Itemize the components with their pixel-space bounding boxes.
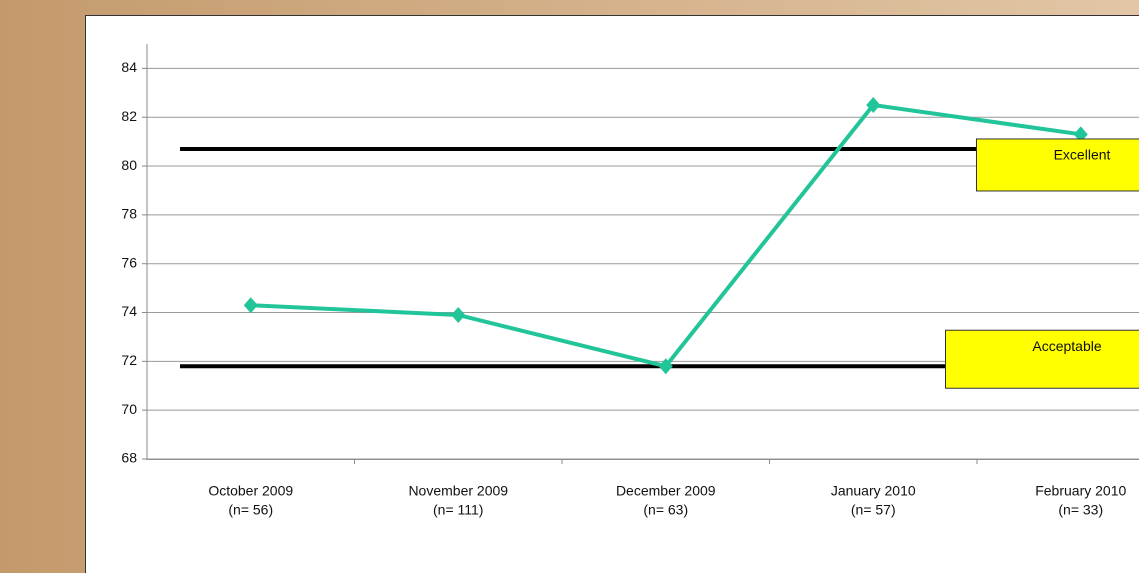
x-tick-note: (n= 111) [433, 502, 483, 518]
y-tick-label: 72 [121, 352, 137, 368]
x-tick-label: January 2010 [831, 483, 916, 499]
marker [1073, 126, 1088, 143]
x-tick-label: February 2010 [1035, 483, 1126, 499]
annotation-box [976, 138, 1139, 192]
marker [658, 358, 673, 375]
y-tick-label: 74 [121, 303, 137, 319]
y-tick-label: 82 [121, 108, 137, 124]
marker [451, 306, 466, 323]
y-tick-label: 68 [121, 450, 137, 466]
x-tick-note: (n= 56) [228, 502, 273, 518]
x-tick-label: December 2009 [616, 483, 716, 499]
chart-panel [85, 15, 1139, 573]
annotation-box [945, 329, 1139, 389]
marker [243, 297, 258, 314]
y-tick-label: 76 [121, 254, 137, 270]
y-tick-label: 84 [121, 59, 137, 75]
x-tick-note: (n= 57) [851, 502, 896, 518]
x-tick-label: October 2009 [208, 483, 293, 499]
marker [866, 97, 881, 114]
annotation-label: Acceptable [1032, 338, 1101, 354]
y-tick-label: 70 [121, 401, 137, 417]
y-tick-label: 80 [121, 157, 137, 173]
y-tick-label: 78 [121, 206, 137, 222]
x-tick-label: November 2009 [408, 483, 508, 499]
x-tick-note: (n= 63) [643, 502, 688, 518]
annotation-label: Excellent [1054, 147, 1111, 163]
x-tick-note: (n= 33) [1058, 502, 1103, 518]
